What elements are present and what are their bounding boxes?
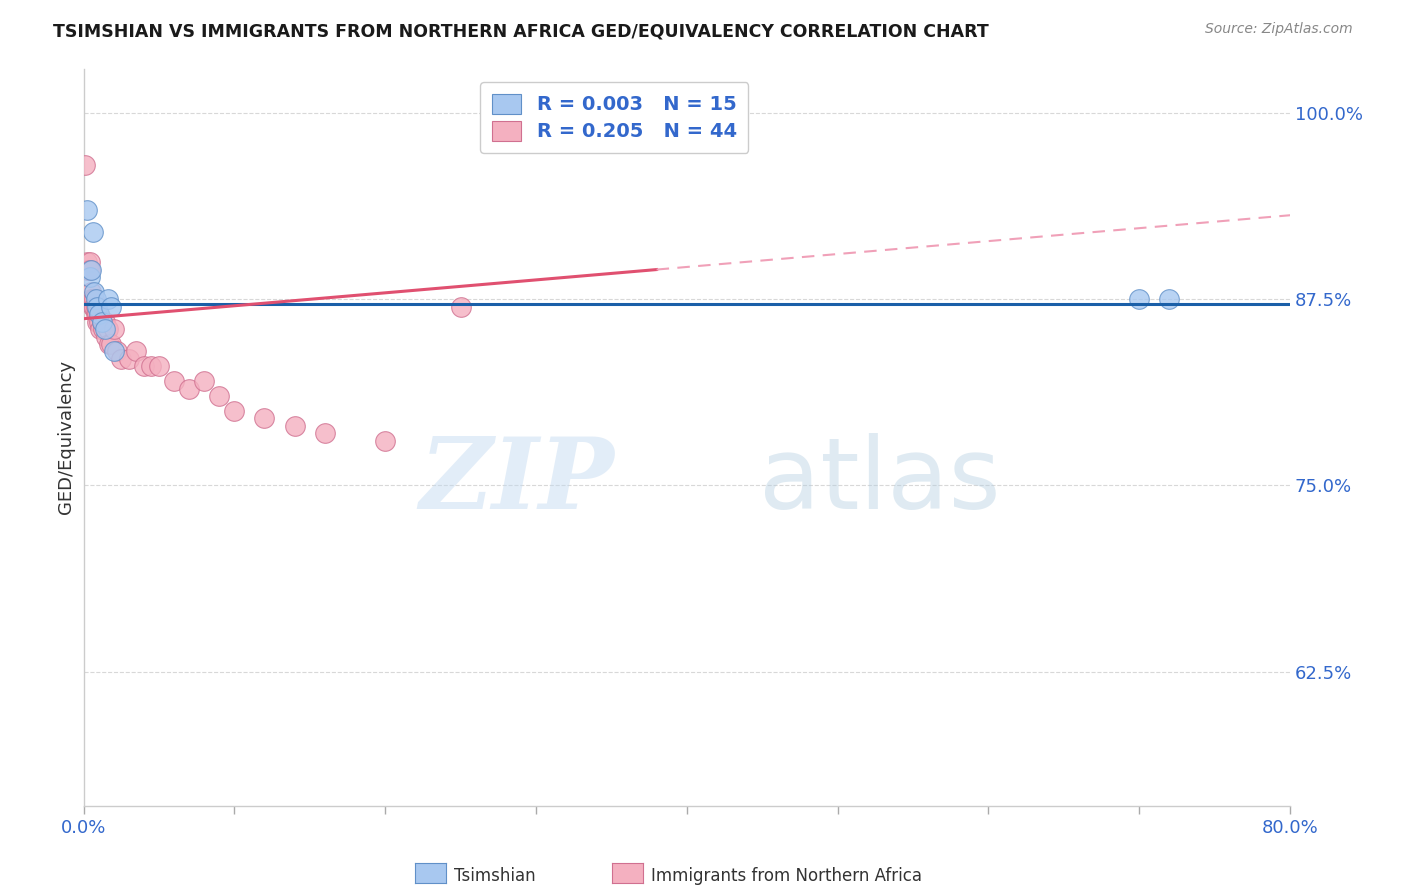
Point (208, 389, 231, 403)
Point (100, 337, 122, 351)
Point (253, 411, 276, 425)
Point (84, 293, 107, 307)
Point (80, 285, 103, 299)
Text: atlas: atlas (759, 433, 1001, 530)
Point (97, 293, 120, 307)
Point (79, 262, 101, 277)
Point (103, 322, 125, 336)
Point (86, 307, 108, 321)
Point (90, 315, 112, 329)
Point (450, 300, 472, 314)
Point (97, 322, 120, 336)
Point (79, 255, 101, 269)
Text: Immigrants from Northern Africa: Immigrants from Northern Africa (651, 867, 922, 885)
Point (86, 315, 108, 329)
Point (76, 255, 98, 269)
Point (83, 300, 105, 314)
Point (148, 359, 170, 374)
Point (314, 426, 336, 441)
Point (84, 300, 107, 314)
Point (93, 315, 115, 329)
Point (80, 262, 103, 277)
Point (76, 202, 98, 217)
Point (87, 307, 110, 321)
Point (193, 374, 215, 388)
Point (105, 344, 128, 359)
Point (84, 307, 107, 321)
Point (374, 434, 396, 448)
Point (110, 351, 132, 366)
Point (89, 322, 111, 336)
Point (86, 300, 108, 314)
Y-axis label: GED/Equivalency: GED/Equivalency (58, 360, 75, 514)
Point (1128, 293, 1150, 307)
Point (73, 158, 96, 172)
Point (87, 307, 110, 321)
Point (77, 262, 100, 277)
Point (141, 359, 163, 374)
Point (79, 270, 101, 285)
Point (125, 344, 148, 359)
Point (82, 300, 104, 314)
Point (1159, 293, 1181, 307)
Legend: R = 0.003   N = 15, R = 0.205   N = 44: R = 0.003 N = 15, R = 0.205 N = 44 (481, 82, 748, 153)
Point (87, 315, 110, 329)
Point (90, 315, 112, 329)
Point (224, 404, 246, 418)
Point (80, 293, 103, 307)
Point (82, 225, 104, 239)
Point (118, 351, 141, 366)
Text: Source: ZipAtlas.com: Source: ZipAtlas.com (1205, 22, 1353, 37)
Point (100, 300, 122, 314)
Point (163, 374, 186, 388)
Point (284, 418, 307, 433)
Point (98, 337, 121, 351)
Point (82, 293, 104, 307)
Point (132, 359, 155, 374)
Point (177, 382, 200, 396)
Point (91, 322, 114, 336)
Point (103, 344, 125, 359)
Point (94, 329, 117, 343)
Text: ZIP: ZIP (419, 434, 614, 530)
Point (83, 293, 105, 307)
Point (83, 285, 105, 299)
Text: Tsimshian: Tsimshian (454, 867, 536, 885)
Text: TSIMSHIAN VS IMMIGRANTS FROM NORTHERN AFRICA GED/EQUIVALENCY CORRELATION CHART: TSIMSHIAN VS IMMIGRANTS FROM NORTHERN AF… (53, 22, 990, 40)
Point (77, 262, 100, 277)
Point (93, 322, 115, 336)
